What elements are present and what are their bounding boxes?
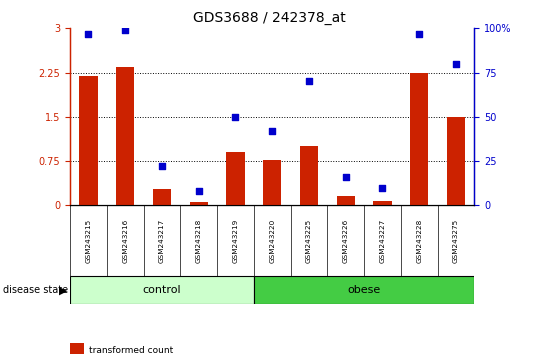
Text: obese: obese	[348, 285, 381, 295]
Point	[415, 31, 424, 36]
Bar	[70, 276, 254, 304]
Text: GSM243215: GSM243215	[86, 218, 92, 263]
Text: GSM243216: GSM243216	[122, 218, 128, 263]
Bar	[410, 73, 429, 205]
Text: GSM243227: GSM243227	[379, 218, 385, 263]
Bar	[190, 202, 208, 205]
Text: disease state: disease state	[3, 285, 68, 295]
Point	[195, 188, 203, 194]
Bar	[300, 146, 318, 205]
Bar	[373, 201, 392, 205]
Point	[268, 128, 277, 134]
Text: GSM243218: GSM243218	[196, 218, 202, 263]
Text: GSM243219: GSM243219	[232, 218, 238, 263]
Text: GSM243217: GSM243217	[159, 218, 165, 263]
Text: GSM243228: GSM243228	[416, 218, 422, 263]
Text: transformed count: transformed count	[89, 346, 173, 354]
Point	[157, 164, 166, 169]
Bar	[336, 196, 355, 205]
Text: control: control	[143, 285, 181, 295]
Text: GSM243226: GSM243226	[343, 218, 349, 263]
Text: GDS3688 / 242378_at: GDS3688 / 242378_at	[193, 11, 346, 25]
Bar	[116, 67, 134, 205]
Point	[452, 61, 460, 67]
Bar	[254, 276, 474, 304]
Point	[121, 27, 129, 33]
Text: ▶: ▶	[59, 285, 68, 295]
Bar	[447, 117, 465, 205]
Point	[231, 114, 240, 120]
Bar	[263, 160, 281, 205]
Point	[84, 31, 93, 36]
Point	[341, 174, 350, 180]
Text: GSM243220: GSM243220	[269, 218, 275, 263]
Text: GSM243275: GSM243275	[453, 218, 459, 263]
Bar	[226, 152, 245, 205]
Text: GSM243225: GSM243225	[306, 218, 312, 263]
Bar	[153, 189, 171, 205]
Point	[305, 79, 313, 84]
Bar	[79, 75, 98, 205]
Point	[378, 185, 387, 190]
